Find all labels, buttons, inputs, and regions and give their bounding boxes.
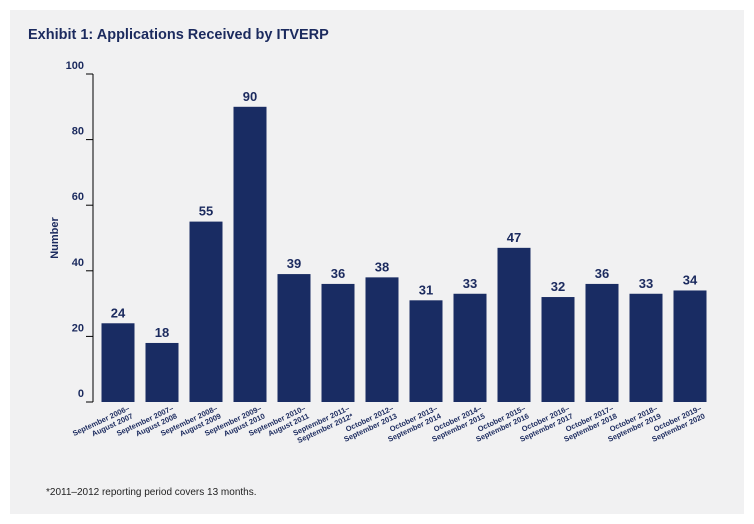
y-tick-label: 20 xyxy=(72,322,84,334)
y-tick-label: 0 xyxy=(78,388,84,400)
data-label: 18 xyxy=(155,325,169,340)
data-label: 31 xyxy=(419,282,433,297)
data-label: 55 xyxy=(199,204,213,219)
data-label: 39 xyxy=(287,256,301,271)
chart-title: Exhibit 1: Applications Received by ITVE… xyxy=(28,27,329,43)
bar xyxy=(145,342,179,402)
bar xyxy=(365,277,399,402)
y-tick-label: 40 xyxy=(72,257,84,269)
bar xyxy=(101,323,135,402)
bar xyxy=(585,283,619,402)
bar xyxy=(673,290,707,402)
bar xyxy=(629,293,663,402)
data-label: 36 xyxy=(595,266,609,281)
bar xyxy=(277,274,311,402)
data-label: 33 xyxy=(639,276,653,291)
footnote: *2011–2012 reporting period covers 13 mo… xyxy=(46,487,257,498)
y-axis-title: Number xyxy=(49,217,61,259)
bar xyxy=(541,297,575,402)
data-label: 33 xyxy=(463,276,477,291)
data-label: 32 xyxy=(551,279,565,294)
bar xyxy=(189,221,223,402)
bar xyxy=(409,300,443,402)
y-tick-label: 60 xyxy=(72,191,84,203)
y-tick-label: 100 xyxy=(66,60,84,72)
bar xyxy=(453,293,487,402)
bar xyxy=(321,283,355,402)
data-label: 34 xyxy=(683,272,698,287)
data-label: 38 xyxy=(375,259,389,274)
chart-panel xyxy=(10,10,744,514)
data-label: 24 xyxy=(111,305,126,320)
data-label: 36 xyxy=(331,266,345,281)
data-label: 47 xyxy=(507,230,521,245)
bar xyxy=(233,106,267,403)
data-label: 90 xyxy=(243,89,257,104)
bar xyxy=(497,247,531,402)
y-tick-label: 80 xyxy=(72,126,84,138)
